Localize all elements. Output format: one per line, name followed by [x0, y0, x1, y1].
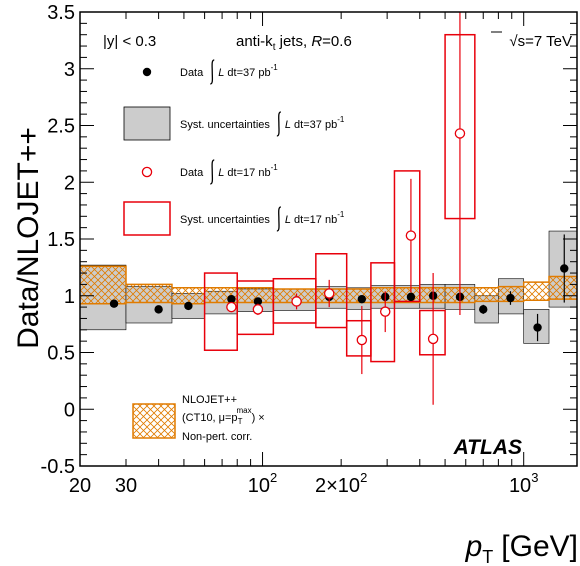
data-37pb-point-13: [506, 293, 515, 303]
theory-legend-line2-post: ) ×: [252, 412, 265, 424]
data-37pb-point-14: [533, 323, 542, 332]
x-axis-title-unit: [GeV]: [501, 530, 578, 563]
data-37pb-point-2: [184, 301, 193, 311]
syst-uncertainty-17nb-layer: [203, 33, 476, 363]
theory-band-bin-15: [549, 276, 577, 300]
legend-lumi-3: L dt=17 nb-1: [285, 210, 345, 226]
legend-label-2: Data: [180, 167, 204, 179]
x-tick-label-3: 2×102: [315, 470, 367, 497]
x-tick-label-4: 103: [509, 470, 538, 497]
data-17nb-point-8: [454, 128, 466, 139]
y-tick-label-4: 1.5: [47, 229, 75, 251]
data-17nb-point-1: [252, 304, 264, 315]
algorithm-name: anti-k: [236, 33, 273, 50]
x-tick-label-2: 102: [248, 470, 277, 497]
atlas-label: ATLAS: [453, 436, 522, 459]
y-tick-label-6: 2.5: [47, 116, 75, 138]
y-tick-label-1: 0: [64, 399, 75, 421]
y-tick-label-5: 2: [64, 172, 75, 194]
data-37pb-point-0: [109, 299, 119, 308]
data-17nb-point-7: [427, 333, 439, 345]
legend-label-1: Syst. uncertainties: [180, 119, 270, 131]
legend-marker-syst-37pb: [123, 106, 171, 141]
theory-legend-swatch: [132, 403, 176, 439]
syst-17nb-box-3: [315, 253, 348, 329]
data-17nb-point-5: [379, 306, 391, 317]
legend-integral-sign-0: [210, 59, 215, 85]
legend-label-0: Data: [180, 67, 204, 79]
energy-annotation: √s=7 TeV: [509, 33, 572, 50]
theory-legend-line2-pre: (CT10, μ=p: [182, 412, 238, 424]
algorithm-annotation: anti-kt jets, R=0.6: [236, 33, 352, 53]
data-37pb-point-7: [357, 294, 367, 304]
algorithm-rest: jets,: [275, 33, 311, 50]
theory-band-bin-12: [474, 287, 499, 302]
legend-integral-sign-3: [276, 206, 282, 232]
y-tick-label-7: 3: [64, 59, 75, 81]
theory-legend-line1: NLOJET++: [182, 394, 237, 406]
x-tick-label-0: 20: [69, 475, 91, 497]
theory-legend-line3: Non-pert. corr.: [182, 431, 252, 443]
y-tick-label-8: 3.5: [47, 2, 75, 24]
x-tick-label-1: 30: [115, 475, 137, 497]
legend-marker-syst-17nb: [123, 201, 171, 236]
y-tick-labels: -0.5 0 0.5 1 1.5 2 2.5 3 3.5: [41, 2, 75, 478]
radius-symbol: R: [311, 33, 322, 50]
x-axis-title-sub: T: [482, 547, 493, 566]
data-17nb-point-6: [405, 230, 417, 241]
data-37pb-point-1: [154, 305, 163, 314]
data-17nb-layer: [226, 12, 466, 405]
theory-band-bin-2: [171, 287, 205, 304]
theory-band-bin-0: [80, 266, 126, 304]
data-37pb-point-4: [253, 297, 263, 306]
theory-band-bin-1: [125, 284, 172, 303]
data-17nb-point-3: [323, 288, 335, 299]
legend-marker-data-17nb: [141, 166, 153, 178]
data-17nb-point-2: [291, 296, 302, 307]
syst-17nb-box-6: [393, 170, 421, 303]
data-37pb-point-9: [406, 292, 416, 302]
x-axis-title: pT [GeV]: [465, 530, 578, 566]
radius-value: =0.6: [322, 33, 352, 50]
theory-band-bin-5: [273, 288, 316, 303]
data-17nb-point-0: [226, 301, 237, 313]
theory-legend-line2-sup: max: [236, 406, 251, 415]
legend-lumi-2: L dt=17 nb-1: [218, 163, 278, 179]
legend-marker-data-37pb: [142, 67, 152, 77]
data-17nb-point-4: [356, 334, 368, 346]
data-37pb-point-15: [560, 264, 569, 273]
legend: Data L dt=37 pb-1 Syst. uncertainties L dt=…: [123, 59, 345, 236]
y-tick-label-3: 1: [64, 286, 75, 308]
rapidity-annotation: |y| < 0.3: [103, 33, 156, 50]
theory-legend-line2-sub: T: [238, 417, 243, 426]
x-axis-title-p: p: [465, 530, 483, 563]
legend-integral-sign-1: [276, 111, 282, 137]
theory-band-bin-4: [237, 287, 274, 303]
y-tick-label-0: -0.5: [41, 456, 75, 478]
legend-label-3: Syst. uncertainties: [180, 214, 270, 226]
algorithm-subscript: t: [273, 42, 276, 53]
axis-ticks: [79, 11, 577, 467]
y-axis-title: Data/NLOJET++: [12, 127, 45, 349]
syst-17nb-box-7: [419, 309, 446, 356]
theory-band-bin-14: [523, 282, 550, 301]
legend-integral-sign-2: [210, 159, 215, 185]
legend-lumi-1: L dt=37 pb-1: [285, 115, 345, 131]
x-tick-labels: 20 30 102 2×102 103: [69, 470, 539, 497]
plot-frame: [79, 11, 578, 467]
syst-17nb-box-5: [370, 262, 396, 363]
data-37pb-point-3: [227, 294, 236, 304]
theory-legend: NLOJET++ (CT10, μ=pTmax) × Non-pert. cor…: [132, 394, 265, 443]
data-37pb-point-12: [479, 305, 488, 314]
theory-legend-line2: (CT10, μ=pTmax) ×: [182, 406, 265, 426]
legend-lumi-0: L dt=37 pb-1: [218, 63, 278, 79]
y-tick-label-2: 0.5: [47, 343, 75, 365]
